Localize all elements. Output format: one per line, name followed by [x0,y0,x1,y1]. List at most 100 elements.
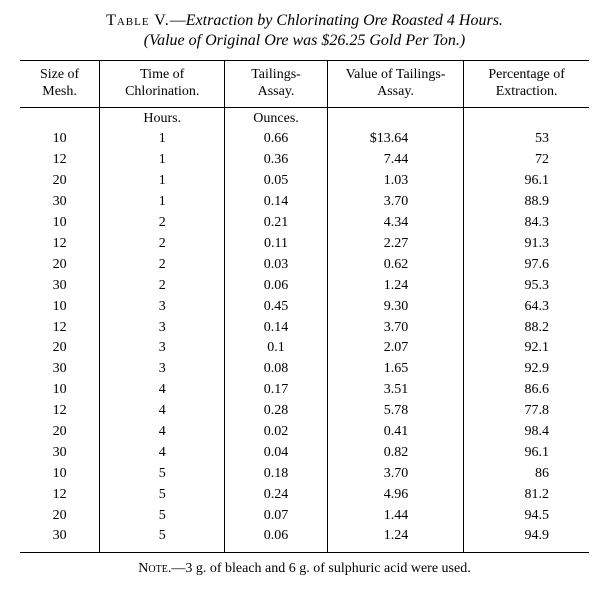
cell-assay: 0.03 [225,255,327,276]
cell-pct: 97.6 [464,255,589,276]
cell-value: 2.07 [327,338,464,359]
cell-time: 5 [100,506,225,527]
cell-assay: 0.06 [225,276,327,297]
cell-pct: 92.1 [464,338,589,359]
cell-time: 2 [100,255,225,276]
table-number: Table V. [106,12,170,29]
cell-mesh: 20 [20,338,100,359]
cell-pct: 96.1 [464,171,589,192]
cell-mesh: 20 [20,506,100,527]
cell-time: 2 [100,276,225,297]
col-header-value: Value of Tailings- Assay. [327,61,464,108]
cell-time: 3 [100,359,225,380]
cell-mesh: 30 [20,526,100,552]
table-description: Extraction by Chlorinating Ore Roasted 4… [186,12,503,29]
cell-time: 5 [100,464,225,485]
cell-mesh: 20 [20,422,100,443]
cell-assay: 0.05 [225,171,327,192]
cell-assay: 0.18 [225,464,327,485]
cell-value: 3.51 [327,380,464,401]
table-row: 2030.12.0792.1 [20,338,589,359]
cell-mesh: 10 [20,464,100,485]
cell-time: 3 [100,297,225,318]
cell-value: 1.03 [327,171,464,192]
cell-time: 4 [100,422,225,443]
cell-assay: 0.14 [225,318,327,339]
cell-value: 3.70 [327,318,464,339]
cell-value: 5.78 [327,401,464,422]
table-subtitle: (Value of Original Ore was $26.25 Gold P… [20,32,589,50]
cell-mesh: 20 [20,255,100,276]
cell-mesh: 20 [20,171,100,192]
cell-value: 0.62 [327,255,464,276]
cell-assay: 0.02 [225,422,327,443]
cell-pct: 91.3 [464,234,589,255]
cell-pct: 86 [464,464,589,485]
cell-time: 1 [100,171,225,192]
cell-assay: 0.07 [225,506,327,527]
table-row: 1050.183.7086 [20,464,589,485]
table-row: 2050.071.4494.5 [20,506,589,527]
table-row: 3050.061.2494.9 [20,526,589,552]
cell-value: 4.96 [327,485,464,506]
col-header-assay: Tailings- Assay. [225,61,327,108]
cell-time: 4 [100,401,225,422]
table-row: 3040.040.8296.1 [20,443,589,464]
cell-pct: 86.6 [464,380,589,401]
unit-hours: Hours. [100,107,225,129]
cell-value: 1.24 [327,526,464,552]
cell-mesh: 30 [20,276,100,297]
cell-mesh: 12 [20,318,100,339]
table-row: 1040.173.5186.6 [20,380,589,401]
cell-assay: 0.14 [225,192,327,213]
table-row: 1250.244.9681.2 [20,485,589,506]
col-header-mesh: Size of Mesh. [20,61,100,108]
cell-value: 7.44 [327,150,464,171]
cell-time: 5 [100,485,225,506]
cell-pct: 84.3 [464,213,589,234]
cell-assay: 0.21 [225,213,327,234]
cell-time: 4 [100,380,225,401]
table-row: 3020.061.2495.3 [20,276,589,297]
cell-pct: 53 [464,129,589,150]
table-row: 1220.112.2791.3 [20,234,589,255]
cell-time: 1 [100,192,225,213]
cell-mesh: 10 [20,213,100,234]
cell-value: 2.27 [327,234,464,255]
cell-time: 5 [100,526,225,552]
table-row: 2040.020.4198.4 [20,422,589,443]
cell-pct: 98.4 [464,422,589,443]
cell-assay: 0.04 [225,443,327,464]
cell-pct: 95.3 [464,276,589,297]
cell-value: 3.70 [327,464,464,485]
cell-assay: 0.1 [225,338,327,359]
units-row: Hours. Ounces. [20,107,589,129]
table-row: 1240.285.7877.8 [20,401,589,422]
cell-mesh: 10 [20,297,100,318]
cell-time: 1 [100,150,225,171]
cell-time: 3 [100,338,225,359]
unit-ounces: Ounces. [225,107,327,129]
cell-pct: 96.1 [464,443,589,464]
cell-value: $13.64 [327,129,464,150]
table-title: Table V.—Extraction by Chlorinating Ore … [20,12,589,30]
cell-value: 1.44 [327,506,464,527]
cell-assay: 0.24 [225,485,327,506]
cell-pct: 94.9 [464,526,589,552]
cell-value: 0.41 [327,422,464,443]
cell-assay: 0.06 [225,526,327,552]
note-label: Note. [138,561,171,576]
cell-time: 2 [100,234,225,255]
cell-assay: 0.45 [225,297,327,318]
table-row: 1020.214.3484.3 [20,213,589,234]
cell-pct: 94.5 [464,506,589,527]
cell-assay: 0.11 [225,234,327,255]
table-note: Note.—3 g. of bleach and 6 g. of sulphur… [20,561,589,577]
col-header-time: Time of Chlorination. [100,61,225,108]
cell-value: 0.82 [327,443,464,464]
cell-value: 1.24 [327,276,464,297]
cell-pct: 81.2 [464,485,589,506]
table-row: 3010.143.7088.9 [20,192,589,213]
cell-mesh: 30 [20,443,100,464]
note-text: —3 g. of bleach and 6 g. of sulphuric ac… [171,561,470,576]
